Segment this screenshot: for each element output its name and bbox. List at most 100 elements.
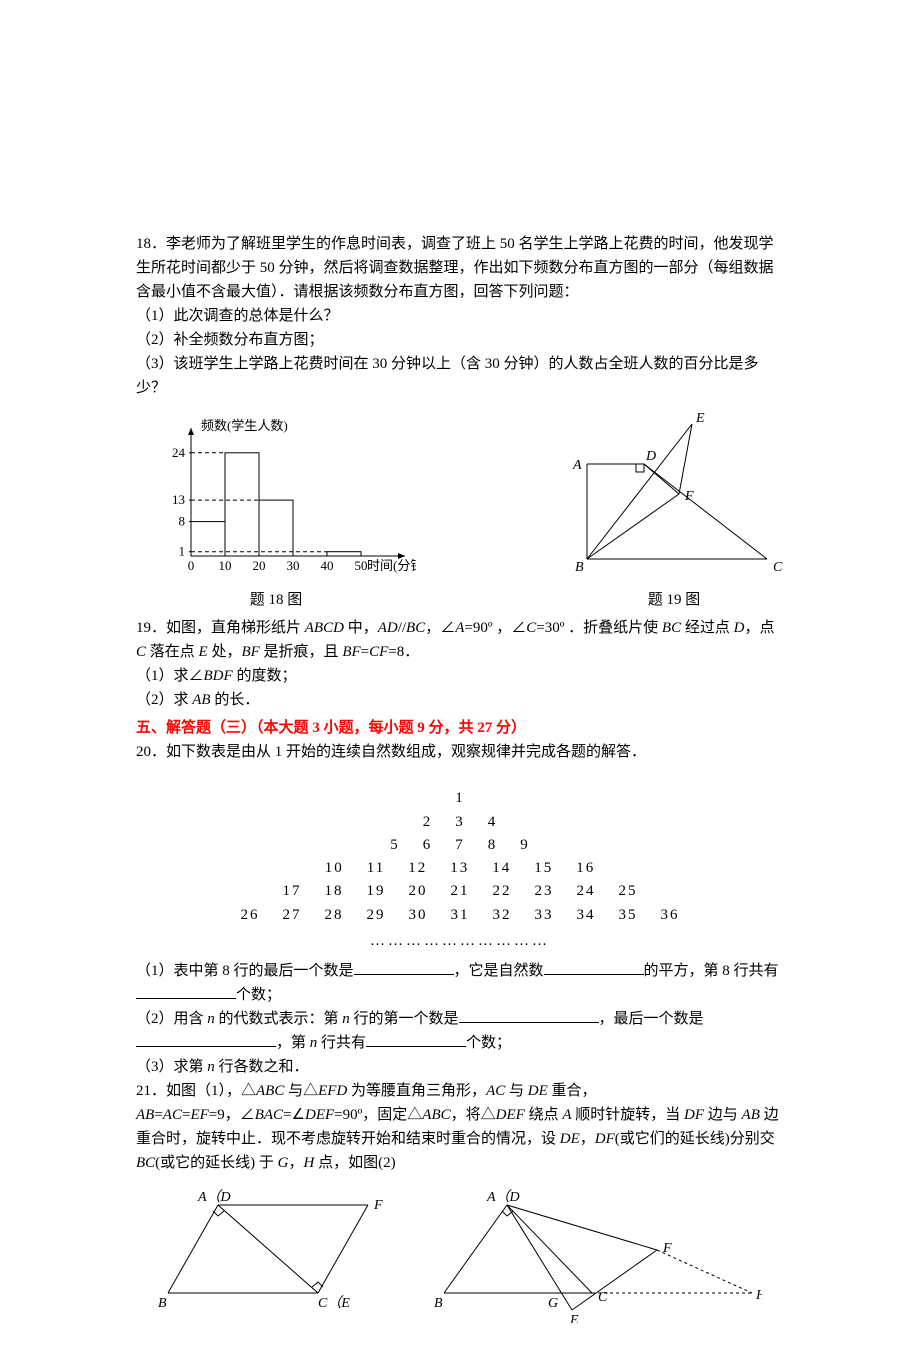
t: =∠ (283, 1107, 305, 1123)
de: DE (528, 1083, 548, 1099)
q19-caption: 题 19 图 (564, 588, 784, 612)
t: 个数； (466, 1035, 511, 1051)
row5: 17 18 19 20 21 22 23 24 25 (283, 883, 638, 899)
q21-line2: AB=AC=EF=9，∠BAC=∠DEF=90º，固定△ABC，将△DEF 绕点… (136, 1103, 784, 1175)
t: ， (580, 1131, 595, 1147)
e: E (199, 644, 208, 660)
t: =9，∠ (209, 1107, 255, 1123)
ad: AD (378, 620, 398, 636)
q20-pyramid: 1 2 3 4 5 6 7 8 9 10 11 12 13 14 15 16 1… (136, 764, 784, 927)
svg-text:F: F (662, 1241, 672, 1256)
svg-text:H: H (755, 1288, 762, 1303)
row6: 26 27 28 29 30 31 32 33 34 35 36 (241, 907, 680, 923)
q20-stem: 20．如下数表是由从 1 开始的连续自然数组成，观察规律并完成各题的解答． (136, 740, 784, 764)
bf2: BF (342, 644, 360, 660)
t: 行共有 (317, 1035, 366, 1051)
svg-text:C: C (598, 1290, 608, 1305)
blank (366, 1032, 466, 1047)
bf: BF (241, 644, 259, 660)
svg-text:F: F (373, 1198, 383, 1213)
q20-p1: （1）表中第 8 行的最后一个数是，它是自然数的平方，第 8 行共有个数； (136, 959, 784, 1007)
ab2: AB (742, 1107, 760, 1123)
svg-text:B: B (434, 1296, 443, 1311)
t: 的平方，第 8 行共有 (644, 963, 779, 979)
svg-text:B: B (575, 560, 584, 575)
t: =30º ．折叠纸片使 (536, 620, 662, 636)
svg-text:1: 1 (179, 544, 186, 559)
q20-p3: （3）求第 n 行各数之和． (136, 1055, 784, 1079)
abcd: ABCD (305, 620, 344, 636)
efd: EFD (318, 1083, 347, 1099)
n: n (207, 1011, 215, 1027)
svg-text:8: 8 (179, 514, 186, 529)
q19-p1: （1）求∠BDF 的度数； (136, 664, 784, 688)
t: (或它们的延长线)分别交 (615, 1131, 775, 1147)
svg-text:D: D (645, 449, 656, 464)
ef: EF (190, 1107, 208, 1123)
q18-figure: 18132401020304050频数(学生人数)时间(分钟) 题 18 图 (136, 416, 416, 612)
blank (136, 1032, 276, 1047)
c: C (526, 620, 536, 636)
svg-text:0: 0 (188, 558, 195, 573)
q18-p3: （3）该班学生上学路上花费时间在 30 分钟以上（含 30 分钟）的人数占全班人… (136, 352, 784, 400)
t: 重合， (548, 1083, 597, 1099)
t: ，它是自然数 (454, 963, 544, 979)
q20-p2: （2）用含 n 的代数式表示：第 n 行的第一个数是，最后一个数是，第 n 行共… (136, 1007, 784, 1055)
t: （2）求 (136, 692, 192, 708)
svg-text:C（E: C（E (318, 1295, 350, 1311)
def2: DEF (496, 1107, 525, 1123)
df: DF (684, 1107, 704, 1123)
blank (136, 984, 236, 999)
svg-text:E: E (569, 1313, 579, 1323)
trapezoid-svg: ABCDEF (564, 406, 784, 586)
df2: DF (595, 1131, 615, 1147)
t: =8． (388, 644, 419, 660)
t: 中， (344, 620, 378, 636)
c2: C (136, 644, 146, 660)
svg-text:13: 13 (172, 492, 185, 507)
q21-fig1: A（D F B C（E (158, 1183, 388, 1313)
t: ，点 (744, 620, 774, 636)
fig-row-18-19: 18132401020304050频数(学生人数)时间(分钟) 题 18 图 A… (136, 406, 784, 612)
t: 的长． (211, 692, 260, 708)
t: 的度数； (233, 668, 297, 684)
blank (459, 1008, 599, 1023)
svg-text:A（D: A（D (197, 1189, 231, 1205)
t: ，将△ (451, 1107, 496, 1123)
t: =90º ，∠ (464, 620, 526, 636)
t: 行各数之和． (215, 1059, 309, 1075)
cf: CF (369, 644, 388, 660)
svg-text:50: 50 (355, 558, 368, 573)
def: DEF (305, 1107, 334, 1123)
n: n (342, 1011, 350, 1027)
bdf: BDF (204, 668, 233, 684)
bc: BC (136, 1155, 155, 1171)
t: （3）求第 (136, 1059, 207, 1075)
t: 为等腰直角三角形， (347, 1083, 486, 1099)
svg-text:A: A (572, 458, 582, 473)
d: D (734, 620, 745, 636)
ab: AB (136, 1107, 154, 1123)
t: 是折痕，且 (260, 644, 343, 660)
svg-text:时间(分钟): 时间(分钟) (367, 558, 416, 573)
t: 顺时针旋转，当 (572, 1107, 685, 1123)
g: G (278, 1155, 289, 1171)
ac: AC (163, 1107, 182, 1123)
svg-text:24: 24 (172, 445, 186, 460)
svg-text:E: E (695, 411, 705, 426)
svg-text:频数(学生人数): 频数(学生人数) (201, 418, 288, 433)
histogram-svg: 18132401020304050频数(学生人数)时间(分钟) (136, 416, 416, 586)
n: n (207, 1059, 215, 1075)
q21-line1: 21．如图（1），△ABC 与△EFD 为等腰直角三角形，AC 与 DE 重合， (136, 1079, 784, 1103)
abc2: ABC (422, 1107, 450, 1123)
svg-text:A（D: A（D (486, 1189, 520, 1205)
t: 与 (505, 1083, 528, 1099)
t: 处， (208, 644, 242, 660)
t: 经过点 (681, 620, 734, 636)
q19-figure: ABCDEF 题 19 图 (564, 406, 784, 612)
row4: 10 11 12 13 14 15 16 (325, 860, 595, 876)
q18-caption: 题 18 图 (136, 588, 416, 612)
svg-text:G: G (548, 1296, 558, 1311)
svg-text:B: B (158, 1296, 167, 1311)
q19-stem: 19．如图，直角梯形纸片 ABCD 中，AD//BC，∠A=90º ，∠C=30… (136, 616, 784, 664)
